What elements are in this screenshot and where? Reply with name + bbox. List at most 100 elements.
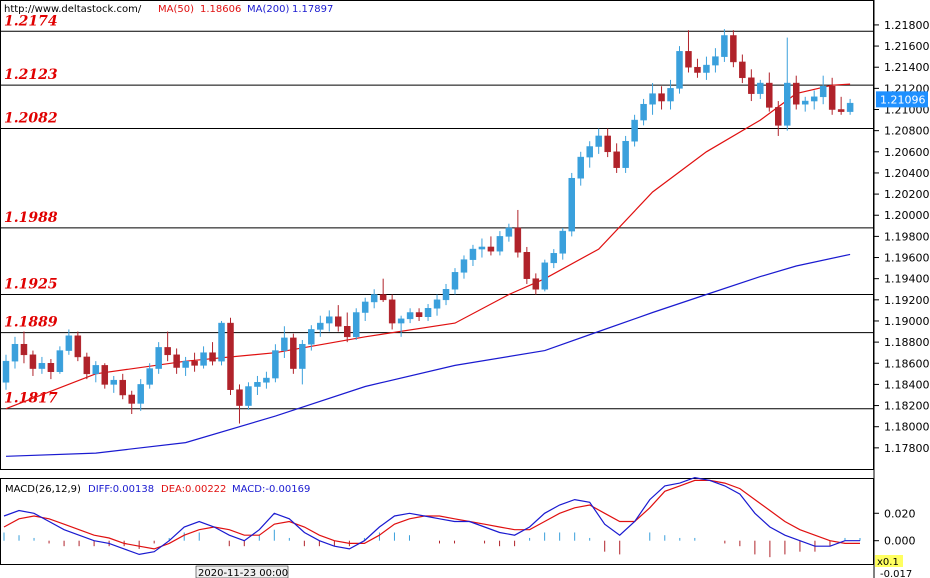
candle-body <box>828 85 836 110</box>
candle-body <box>74 335 82 358</box>
level-label: 1.2123 <box>4 67 58 83</box>
candle-body <box>451 272 459 290</box>
candle-body <box>182 360 189 368</box>
price-axis-tick-label: 1.18000 <box>884 421 930 434</box>
candle-body <box>218 322 225 362</box>
candle-body <box>748 77 755 94</box>
candle-body <box>631 119 638 142</box>
candle-body <box>164 347 171 356</box>
candle-body <box>837 109 845 112</box>
candle-body <box>846 102 854 112</box>
price-axis-tick-label: 1.18600 <box>884 357 930 370</box>
candle-body <box>83 356 91 375</box>
candle-body <box>146 368 153 385</box>
macd-axis-tick-label: 0.020 <box>884 507 916 520</box>
ma200-label: MA(200) <box>247 4 289 15</box>
candle-body <box>810 96 818 102</box>
macd-title: MACD(26,12,9) <box>5 484 81 495</box>
source-url: http://www.deltastock.com/ <box>4 4 142 15</box>
candle-body <box>640 103 647 121</box>
candle-body <box>532 278 540 290</box>
candle-body <box>523 251 531 279</box>
candle-body <box>272 350 279 379</box>
date-label: 2020-11-23 00:00 <box>198 568 288 578</box>
macd-panel <box>0 478 874 565</box>
price-axis-tick-label: 1.20200 <box>884 188 930 201</box>
price-axis: 1.218001.216001.214001.212001.210001.208… <box>874 19 930 455</box>
candle-body <box>604 135 611 153</box>
price-axis-tick-label: 1.19000 <box>884 315 930 328</box>
candle-body <box>658 93 665 102</box>
candle-body <box>550 253 558 264</box>
level-label: 1.1988 <box>4 210 58 226</box>
candle-body <box>361 301 369 313</box>
macd-dea-line <box>3 479 860 550</box>
candle-body <box>730 35 737 63</box>
candle-body <box>667 88 674 102</box>
candle-body <box>613 151 620 168</box>
support-resistance-levels: 1.21741.21231.20821.19881.19251.18891.18… <box>1 13 874 410</box>
candle-body <box>317 322 324 330</box>
candle-body <box>92 365 100 375</box>
candle-body <box>792 82 800 105</box>
candle-body <box>712 56 719 66</box>
candle-body <box>29 354 37 369</box>
candle-body <box>721 35 728 57</box>
candle-body <box>263 377 270 383</box>
price-axis-tick-label: 1.17800 <box>884 442 930 455</box>
candle-body <box>254 382 261 387</box>
candle-body <box>442 289 450 301</box>
candle-body <box>819 85 827 98</box>
level-label: 1.1925 <box>4 277 58 293</box>
candle-body <box>514 227 522 253</box>
price-axis-tick-label: 1.20800 <box>884 125 930 138</box>
level-label: 1.2174 <box>4 13 58 29</box>
candle-body <box>200 352 207 366</box>
candle-body <box>227 322 234 390</box>
candle-body <box>460 259 468 273</box>
candlesticks <box>2 29 854 424</box>
candle-body <box>352 312 360 338</box>
candle-body <box>577 156 584 179</box>
price-axis-tick-label: 1.20600 <box>884 146 930 159</box>
ma200-line <box>5 253 851 457</box>
ma200-value: 1.17897 <box>292 4 333 15</box>
level-label: 1.2082 <box>4 111 58 127</box>
macd-min-label: -0.017 <box>880 569 912 578</box>
candle-body <box>694 66 701 73</box>
candle-body <box>290 337 297 369</box>
candle-body <box>433 299 441 309</box>
candle-body <box>568 177 575 232</box>
ma50-value: 1.18606 <box>200 4 241 15</box>
macd-diff-line <box>3 476 860 556</box>
candle-body <box>775 107 782 126</box>
candle-body <box>739 61 746 79</box>
candle-body <box>236 389 243 406</box>
candle-body <box>559 230 567 254</box>
last-price-tag <box>876 91 928 108</box>
macd-indicator: 0.020 0.000 <box>3 476 916 558</box>
candle-body <box>191 360 198 366</box>
candle-body <box>703 64 710 73</box>
price-axis-tick-label: 1.21400 <box>884 61 930 74</box>
macd-dea: DEA:0.00222 <box>161 484 226 495</box>
candle-body <box>370 294 378 303</box>
price-axis-tick-label: 1.20400 <box>884 167 930 180</box>
candle-body <box>101 365 109 385</box>
candle-body <box>685 51 692 68</box>
candle-body <box>496 236 504 252</box>
candle-body <box>20 343 28 356</box>
candle-body <box>766 82 773 108</box>
candle-body <box>586 146 593 158</box>
candle-body <box>38 363 46 369</box>
candle-body <box>173 354 180 368</box>
price-axis-tick-label: 1.19200 <box>884 294 930 307</box>
candle-body <box>47 363 55 372</box>
candle-body <box>308 329 315 345</box>
candle-body <box>505 227 513 237</box>
price-axis-tick-label: 1.19400 <box>884 273 930 286</box>
candle-body <box>335 316 342 327</box>
candle-body <box>65 335 73 351</box>
ma50-label: MA(50) <box>158 4 194 15</box>
price-axis-tick-label: 1.21800 <box>884 19 930 32</box>
